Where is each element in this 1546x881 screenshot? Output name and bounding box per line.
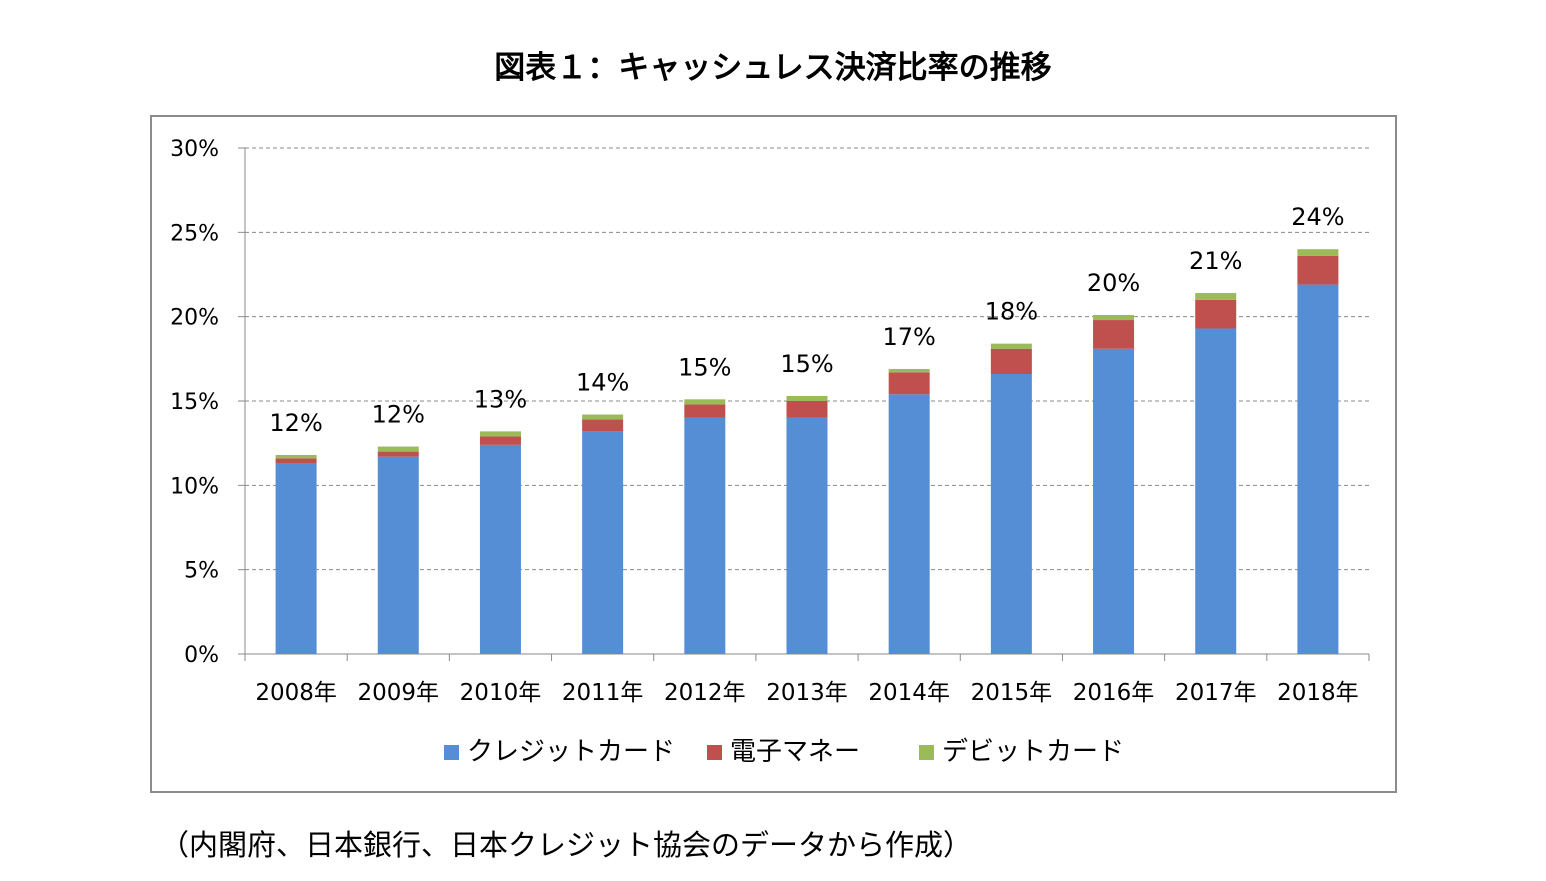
bar-segment — [275, 458, 317, 464]
bar-segment — [990, 348, 1032, 375]
x-tick-label: 2015年 — [971, 680, 1053, 706]
bar-segment — [990, 343, 1032, 349]
x-tick-label: 2016年 — [1073, 680, 1155, 706]
chart-title: 図表１：キャッシュレス決済比率の推移 — [494, 50, 1052, 86]
bar-segment — [582, 414, 624, 420]
y-tick-label: 15% — [170, 390, 219, 415]
stacked-bar-chart: 0% 5% 10% 15% 20% 25% 30% 12% 2008年 12% 2009年 13% 20… — [170, 137, 1370, 767]
bar-segment — [377, 446, 419, 452]
bar-segment — [377, 451, 419, 457]
chart-frame: 0% 5% 10% 15% 20% 25% 30% 12% 2008年 12% 2009年 13% 20… — [150, 115, 1397, 793]
legend-swatch — [707, 745, 722, 760]
data-label: 15% — [780, 350, 833, 378]
bar-segment — [1297, 255, 1339, 285]
bar-segment — [888, 394, 930, 654]
bar-segment — [1195, 328, 1237, 654]
bar-segment — [479, 444, 521, 654]
bar-segment — [990, 374, 1032, 654]
x-tick-label: 2018年 — [1277, 680, 1359, 706]
y-tick-label: 30% — [170, 137, 219, 162]
y-tick-label: 20% — [170, 306, 219, 331]
x-tick-label: 2014年 — [868, 680, 950, 706]
bar-segment — [684, 404, 726, 418]
y-tick-label: 25% — [170, 221, 219, 246]
bar-segment — [275, 463, 317, 654]
bar-segment — [1195, 299, 1237, 329]
bar-segment — [1195, 293, 1237, 300]
data-label: 17% — [883, 323, 936, 351]
bar-segment — [888, 372, 930, 395]
data-label: 13% — [474, 385, 527, 413]
bar-segment — [684, 399, 726, 405]
legend-swatch — [444, 745, 459, 760]
bar-segment — [888, 368, 930, 373]
legend-label: デビットカード — [942, 737, 1124, 767]
bar-segment — [1093, 320, 1135, 349]
data-label: 15% — [678, 353, 731, 381]
data-label: 12% — [372, 401, 425, 429]
x-tick-label: 2010年 — [460, 680, 542, 706]
data-label: 20% — [1087, 269, 1140, 297]
legend-label: 電子マネー — [730, 737, 860, 767]
y-tick-label: 10% — [170, 474, 219, 499]
legend-swatch — [919, 745, 934, 760]
bar-segment — [1297, 249, 1339, 256]
bar-segment — [275, 454, 317, 459]
x-tick-label: 2008年 — [255, 680, 337, 706]
bar-segment — [479, 431, 521, 437]
bar-segment — [684, 417, 726, 654]
bar-segment — [1093, 314, 1135, 321]
legend-label: クレジットカード — [467, 737, 675, 767]
x-tick-label: 2009年 — [357, 680, 439, 706]
bar-segment — [1297, 284, 1339, 654]
x-tick-label: 2012年 — [664, 680, 746, 706]
data-label: 18% — [985, 298, 1038, 326]
data-label: 12% — [269, 409, 322, 437]
y-tick-label: 5% — [184, 559, 219, 584]
bar-segment — [377, 456, 419, 654]
bar-segment — [582, 431, 624, 654]
source-note: （内閣府、日本銀行、日本クレジット協会のデータから作成） — [160, 828, 973, 862]
bar-segment — [786, 395, 828, 401]
bar-segment — [786, 417, 828, 654]
x-tick-label: 2017年 — [1175, 680, 1257, 706]
bar-segment — [479, 436, 521, 445]
data-label: 21% — [1189, 247, 1242, 275]
x-tick-label: 2013年 — [766, 680, 848, 706]
bar-segment — [786, 401, 828, 418]
bar-segment — [1093, 348, 1135, 654]
data-label: 24% — [1291, 203, 1344, 231]
bar-segment — [582, 419, 624, 432]
x-tick-label: 2011年 — [562, 680, 644, 706]
data-label: 14% — [576, 368, 629, 396]
y-tick-label: 0% — [184, 643, 219, 668]
